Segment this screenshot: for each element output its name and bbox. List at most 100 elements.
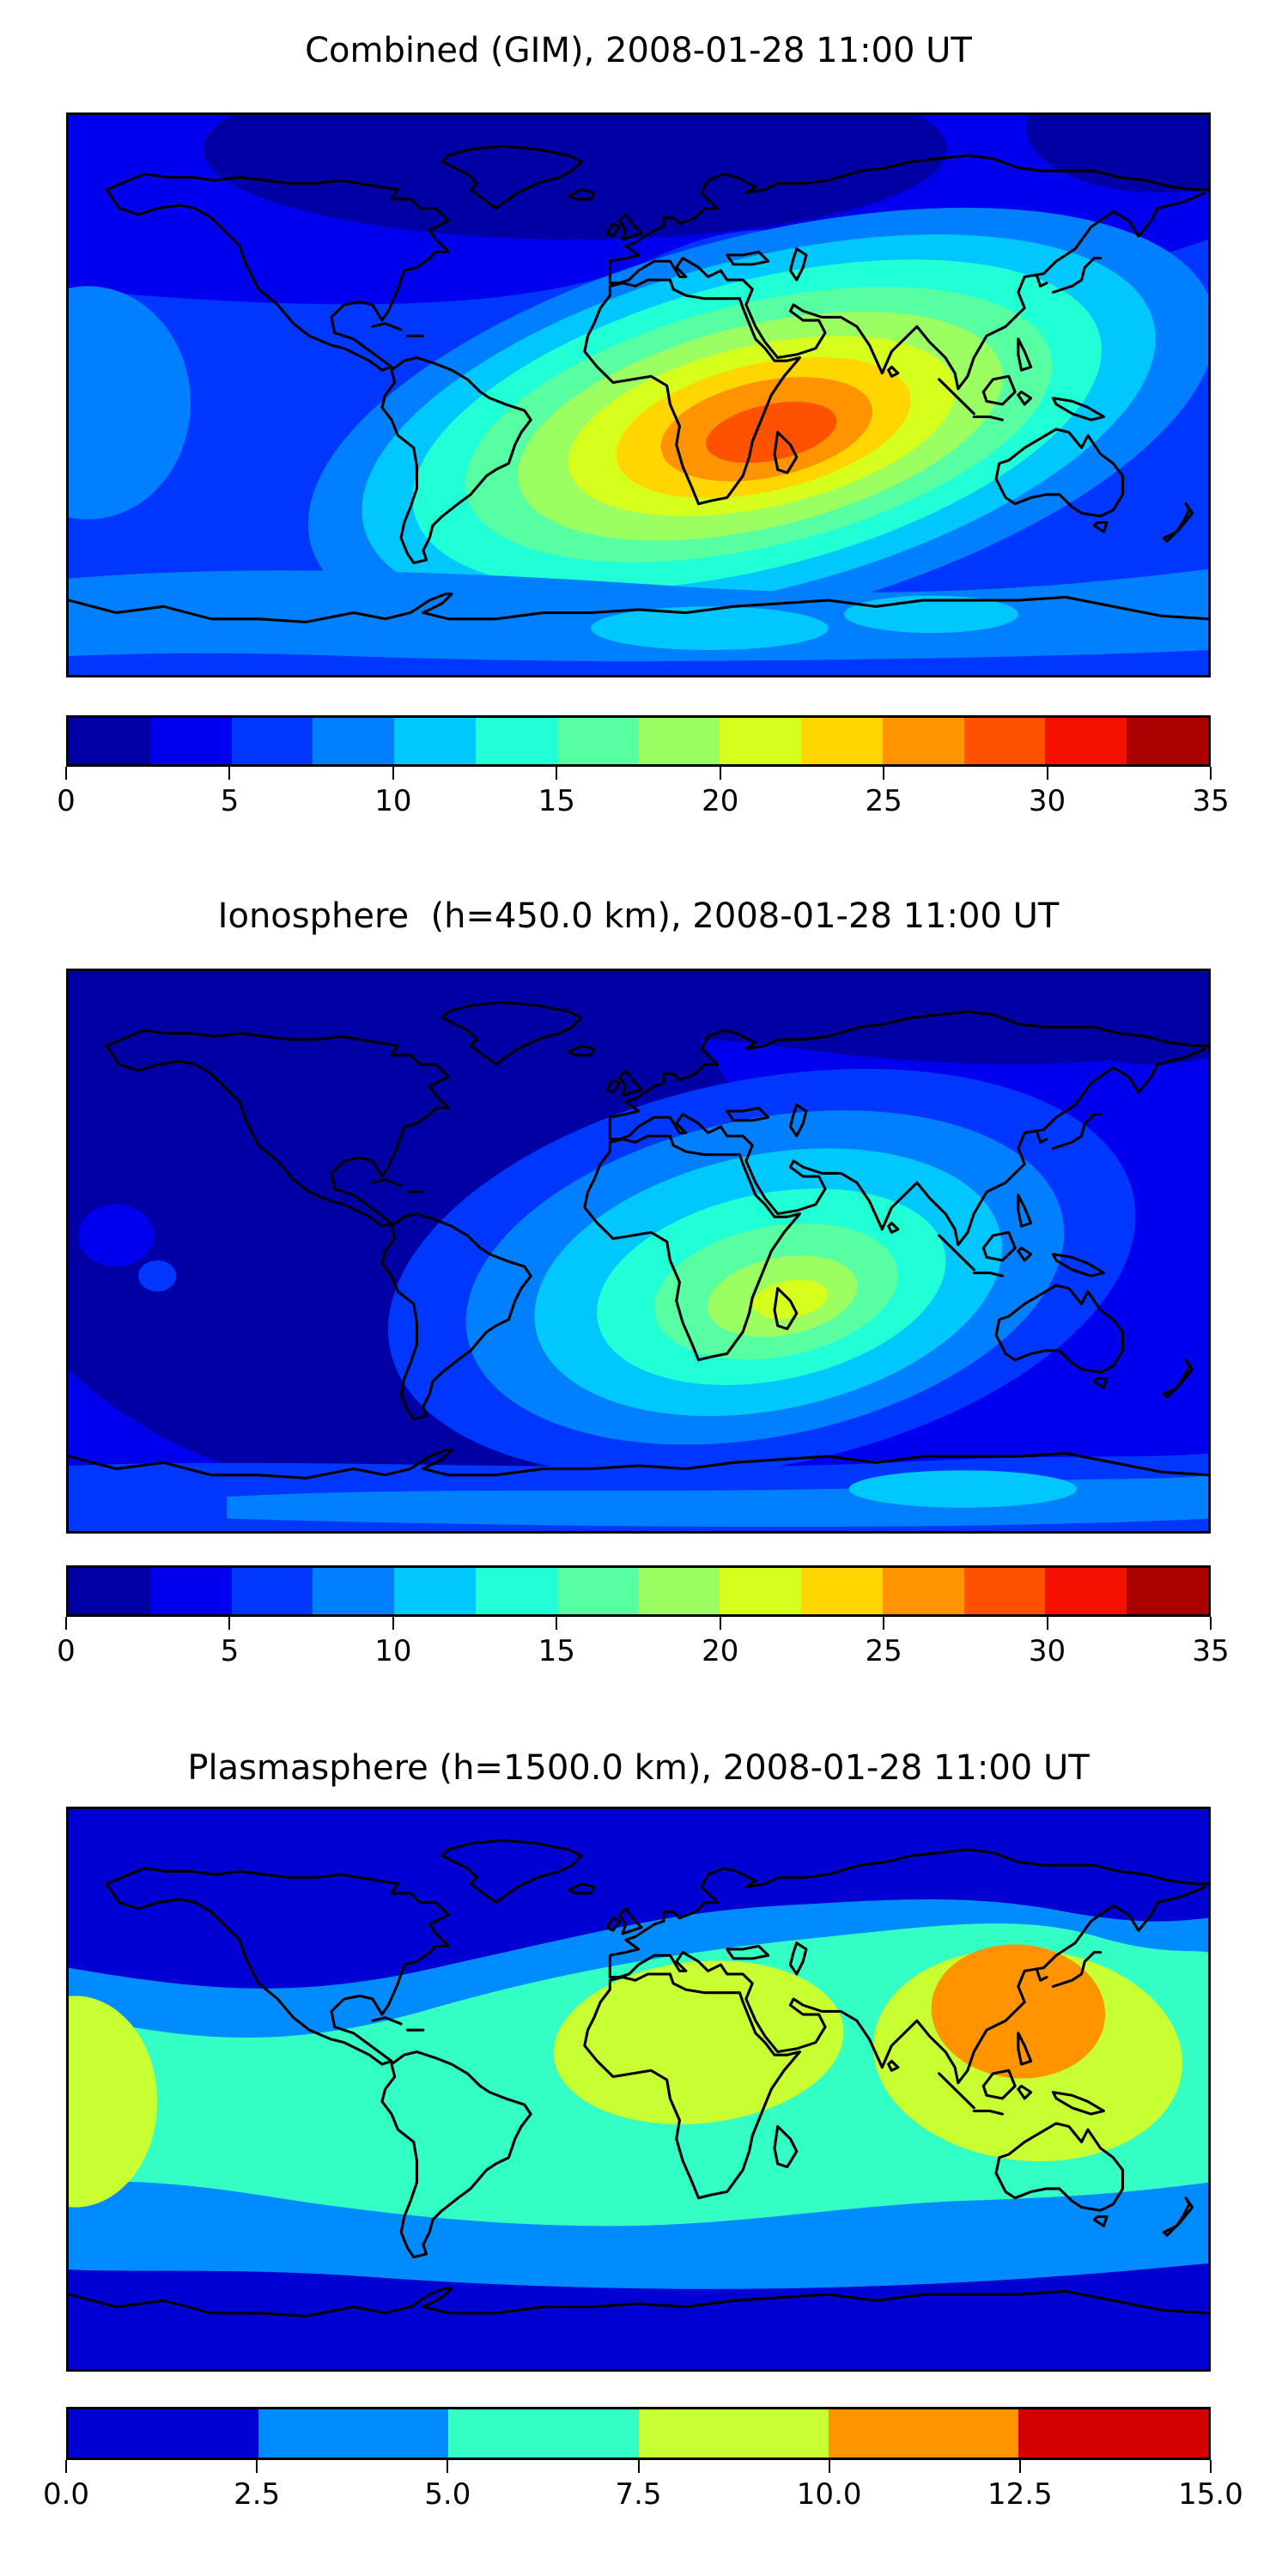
contour-level-region bbox=[1026, 115, 1208, 193]
fig1-colorbar-ticks: 0 5 10 15 20 25 30 35 bbox=[57, 767, 1230, 827]
colorbar-tick-mark bbox=[1210, 2460, 1212, 2473]
contour-level-region bbox=[931, 1944, 1106, 2079]
colorbar-tick-mark bbox=[828, 2460, 830, 2473]
colorbar-tick-mark bbox=[228, 767, 231, 780]
colorbar-tick-label: 0.0 bbox=[42, 2477, 90, 2512]
colorbar-segment bbox=[556, 718, 639, 764]
contour-level-region bbox=[553, 1960, 844, 2124]
fig3-title: Plasmasphere (h=1500.0 km), 2008-01-28 1… bbox=[187, 1748, 1090, 1788]
colorbar-tick-label: 15.0 bbox=[1178, 2477, 1243, 2512]
colorbar-tick-mark bbox=[1046, 767, 1048, 780]
colorbar-segment bbox=[394, 1568, 476, 1614]
colorbar-segment bbox=[720, 1568, 802, 1614]
colorbar-segment bbox=[556, 1568, 639, 1614]
colorbar-segment bbox=[313, 1568, 395, 1614]
colorbar-segment bbox=[475, 1568, 557, 1614]
colorbar-segment bbox=[1045, 1568, 1127, 1614]
colorbar-tick-mark bbox=[719, 1617, 721, 1630]
fig1-title: Combined (GIM), 2008-01-28 11:00 UT bbox=[305, 31, 972, 70]
coastlines bbox=[69, 1000, 1208, 1479]
colorbar-tick-label: 2.5 bbox=[234, 2477, 281, 2512]
colorbar-tick-label: 10.0 bbox=[796, 2477, 862, 2512]
colorbar-tick-label: 15 bbox=[538, 784, 575, 818]
colorbar-segment bbox=[1127, 1568, 1208, 1614]
coastlines bbox=[69, 144, 1208, 623]
colorbar-tick-label: 20 bbox=[702, 1634, 739, 1668]
fig3-colorbar bbox=[66, 2407, 1211, 2460]
colorbar-tick-label: 30 bbox=[1028, 1634, 1066, 1668]
colorbar-tick-label: 15 bbox=[538, 1634, 575, 1668]
contour-level-region bbox=[69, 1996, 158, 2208]
colorbar-segment bbox=[149, 718, 232, 764]
colorbar-tick-mark bbox=[1046, 1617, 1048, 1630]
colorbar-tick-mark bbox=[883, 1617, 885, 1630]
colorbar-segment bbox=[882, 718, 964, 764]
colorbar-segment bbox=[231, 1568, 313, 1614]
contour-level-region bbox=[69, 971, 1208, 1065]
colorbar-tick-mark bbox=[1210, 767, 1212, 780]
fig2-colorbar bbox=[66, 1565, 1211, 1617]
fig2-contour-map bbox=[69, 971, 1208, 1531]
colorbar-segment bbox=[69, 1568, 150, 1614]
fig2-colorbar-ticks: 0 5 10 15 20 25 30 35 bbox=[57, 1617, 1230, 1677]
colorbar-tick-mark bbox=[1210, 1617, 1212, 1630]
contour-level-region bbox=[78, 1204, 155, 1267]
colorbar-segment bbox=[475, 718, 557, 764]
colorbar-tick-mark bbox=[65, 2460, 67, 2473]
colorbar-tick-mark bbox=[65, 767, 67, 780]
colorbar-tick-label: 30 bbox=[1028, 784, 1066, 818]
fig3-contour-map bbox=[69, 1809, 1208, 2369]
colorbar-tick-label: 35 bbox=[1192, 1634, 1230, 1668]
colorbar-tick-mark bbox=[719, 767, 721, 780]
contour-level-region bbox=[69, 650, 1208, 675]
colorbar-tick-mark bbox=[392, 767, 394, 780]
fig2-title: Ionosphere (h=450.0 km), 2008-01-28 11:0… bbox=[217, 896, 1060, 936]
colorbar-tick-label: 0 bbox=[57, 784, 76, 818]
colorbar-segment bbox=[638, 718, 720, 764]
colorbar-segment bbox=[394, 718, 476, 764]
colorbar-segment bbox=[313, 718, 395, 764]
colorbar-segment bbox=[638, 2409, 829, 2458]
colorbar-tick-label: 0 bbox=[57, 1634, 76, 1668]
fig2-map bbox=[66, 969, 1211, 1534]
colorbar-segment bbox=[801, 718, 883, 764]
fig1-contour-map bbox=[69, 115, 1208, 675]
colorbar-segment bbox=[149, 1568, 232, 1614]
colorbar-tick-label: 5.0 bbox=[424, 2477, 471, 2512]
colorbar-tick-mark bbox=[65, 1617, 67, 1630]
colorbar-tick-mark bbox=[883, 767, 885, 780]
fig1-map bbox=[66, 112, 1211, 677]
colorbar-tick-label: 35 bbox=[1192, 784, 1230, 818]
colorbar-segment bbox=[828, 2409, 1018, 2458]
colorbar-segment bbox=[720, 718, 802, 764]
colorbar-tick-mark bbox=[637, 2460, 640, 2473]
colorbar-tick-mark bbox=[256, 2460, 258, 2473]
colorbar-segment bbox=[1045, 718, 1127, 764]
colorbar-tick-label: 10 bbox=[374, 784, 412, 818]
colorbar-tick-label: 25 bbox=[865, 784, 902, 818]
colorbar-segment bbox=[882, 1568, 964, 1614]
colorbar-tick-label: 5 bbox=[220, 1634, 240, 1668]
colorbar-segment bbox=[963, 1568, 1046, 1614]
colorbar-tick-label: 25 bbox=[865, 1634, 902, 1668]
colorbar-tick-mark bbox=[228, 1617, 231, 1630]
contour-level-region bbox=[591, 606, 829, 651]
colorbar-tick-label: 5 bbox=[220, 784, 240, 818]
colorbar-tick-label: 12.5 bbox=[987, 2477, 1053, 2512]
fig3-colorbar-ticks: 0.0 2.5 5.0 7.5 10.0 12.5 15.0 bbox=[43, 2460, 1243, 2520]
colorbar-tick-label: 20 bbox=[702, 784, 739, 818]
colorbar-segment bbox=[1018, 2409, 1208, 2458]
fig3-map bbox=[66, 1807, 1211, 2372]
colorbar-tick-mark bbox=[447, 2460, 449, 2473]
contour-level-region bbox=[203, 115, 947, 240]
colorbar-tick-mark bbox=[392, 1617, 394, 1630]
contour-level-region bbox=[706, 401, 837, 464]
contour-level-region bbox=[848, 1470, 1078, 1508]
colorbar-segment bbox=[69, 718, 150, 764]
colorbar-tick-label: 7.5 bbox=[615, 2477, 662, 2512]
colorbar-tick-mark bbox=[556, 767, 558, 780]
fig1-colorbar bbox=[66, 715, 1211, 767]
colorbar-segment bbox=[231, 718, 313, 764]
colorbar-segment bbox=[258, 2409, 449, 2458]
